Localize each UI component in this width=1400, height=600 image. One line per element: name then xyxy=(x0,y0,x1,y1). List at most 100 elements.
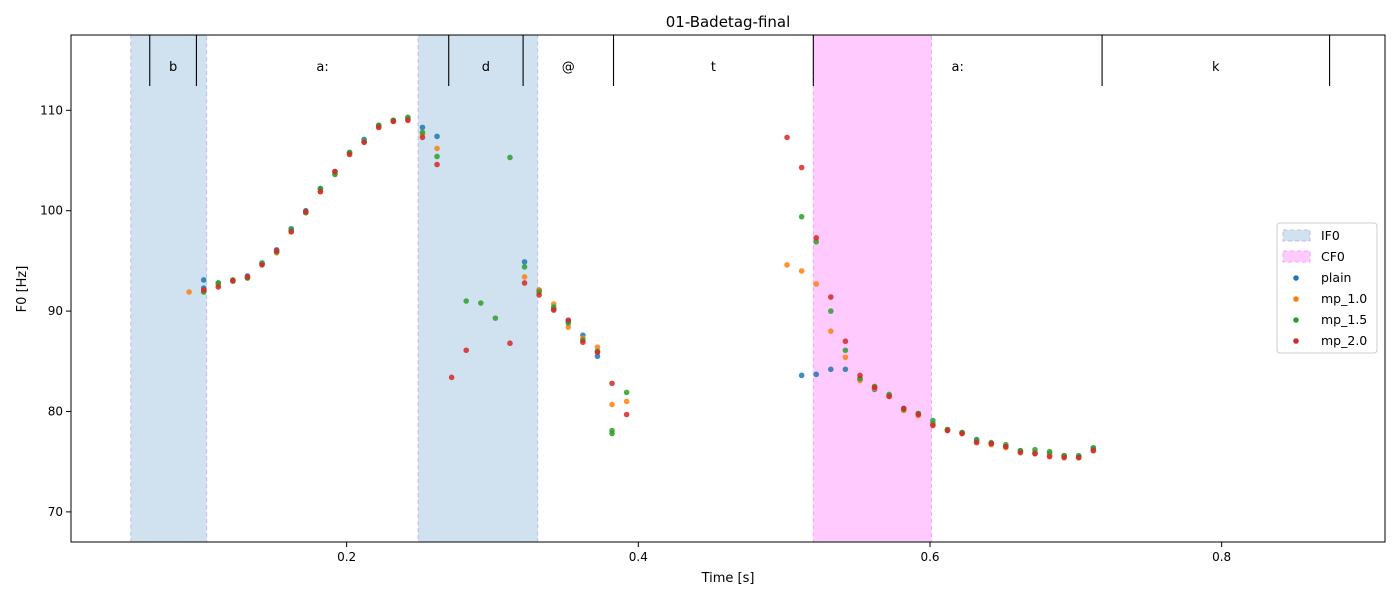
point-mp_1-0 xyxy=(565,324,572,330)
point-mp_2-0 xyxy=(332,168,338,175)
segment-label-6: k xyxy=(1212,60,1220,75)
x-tick-label: 0.2 xyxy=(337,550,356,564)
point-mp_1-5 xyxy=(507,154,513,161)
legend-marker-mp_1-0 xyxy=(1293,296,1299,302)
legend-box xyxy=(1276,222,1378,354)
legend: IF0 CF0 plain mp_1.0 mp_1.5 mp_2.0 xyxy=(1276,222,1378,354)
point-mp_1-5 xyxy=(609,427,615,434)
point-mp_2-0 xyxy=(259,262,265,268)
point-mp_2-0 xyxy=(871,384,878,391)
point-plain xyxy=(842,366,849,373)
point-mp_2-0 xyxy=(784,134,790,141)
point-mp_2-0 xyxy=(1075,454,1082,461)
point-mp_2-0 xyxy=(375,124,382,131)
x-tick-label: 0.4 xyxy=(629,550,648,564)
point-mp_1-0 xyxy=(609,401,615,408)
point-plain xyxy=(419,124,426,131)
y-tick-label: 100 xyxy=(40,204,63,218)
point-mp_2-0 xyxy=(1032,450,1038,457)
point-mp_1-5 xyxy=(492,315,499,321)
point-mp_2-0 xyxy=(215,284,222,290)
point-plain xyxy=(594,353,601,360)
point-mp_1-5 xyxy=(828,308,834,314)
point-mp_2-0 xyxy=(1017,449,1024,456)
point-mp_2-0 xyxy=(609,380,615,387)
point-mp_2-0 xyxy=(346,151,353,158)
point-mp_2-0 xyxy=(930,422,936,429)
point-mp_2-0 xyxy=(302,208,309,215)
point-mp_1-5 xyxy=(1046,448,1053,455)
chart-title: 01-Badetag-final xyxy=(666,13,791,31)
point-mp_1-0 xyxy=(594,344,601,351)
y-tick-label: 70 xyxy=(48,505,63,519)
point-mp_2-0 xyxy=(521,280,528,286)
legend-swatch-cf0 xyxy=(1282,250,1311,263)
point-mp_1-5 xyxy=(434,153,440,160)
point-mp_1-0 xyxy=(434,145,440,152)
point-mp_2-0 xyxy=(580,339,586,346)
point-mp_1-5 xyxy=(798,213,805,220)
segment-layer: b a: d @ t a: k xyxy=(149,35,1331,86)
point-mp_2-0 xyxy=(1046,453,1053,460)
y-tick-label: 110 xyxy=(40,103,63,117)
x-tick-label: 0.8 xyxy=(1212,550,1231,564)
point-mp_2-0 xyxy=(623,411,630,418)
point-mp_2-0 xyxy=(798,164,805,171)
point-mp_2-0 xyxy=(550,307,557,313)
region-layer xyxy=(130,34,932,543)
segment-label-3: @ xyxy=(562,60,575,75)
point-plain xyxy=(434,133,440,140)
point-mp_2-0 xyxy=(273,248,280,254)
point-mp_2-0 xyxy=(900,405,907,412)
y-tick-label: 80 xyxy=(48,404,63,418)
point-mp_1-0 xyxy=(784,262,790,268)
point-mp_1-5 xyxy=(813,239,820,245)
legend-marker-plain xyxy=(1293,275,1299,281)
legend-label: mp_1.0 xyxy=(1321,291,1367,306)
legend-label: IF0 xyxy=(1321,228,1340,243)
point-mp_2-0 xyxy=(230,278,236,284)
point-mp_2-0 xyxy=(944,427,951,434)
segment-label-0: b xyxy=(169,60,177,75)
region-cf0-0 xyxy=(812,34,932,543)
legend-marker-mp_2-0 xyxy=(1293,338,1299,344)
point-mp_2-0 xyxy=(1090,447,1097,454)
point-plain xyxy=(828,366,834,373)
point-plain xyxy=(798,372,805,379)
segment-label-1: a: xyxy=(316,60,328,75)
x-tick-label: 0.6 xyxy=(920,550,939,564)
region-if0-1 xyxy=(417,34,539,543)
segment-label-2: d xyxy=(482,60,490,75)
point-mp_2-0 xyxy=(288,228,295,235)
point-mp_1-0 xyxy=(842,354,849,361)
point-mp_1-0 xyxy=(521,274,528,280)
y-axis: 70 80 90 100 110 xyxy=(40,103,71,519)
plot-frame xyxy=(70,34,1386,543)
legend-label: plain xyxy=(1321,270,1351,285)
point-mp_2-0 xyxy=(915,411,922,418)
point-mp_2-0 xyxy=(1003,443,1009,450)
point-mp_2-0 xyxy=(536,292,542,298)
point-mp_1-5 xyxy=(478,300,484,306)
point-mp_1-5 xyxy=(215,280,222,286)
point-mp_2-0 xyxy=(448,374,455,381)
point-plain xyxy=(200,277,207,283)
point-mp_1-0 xyxy=(813,281,820,287)
point-mp_1-5 xyxy=(842,347,849,354)
point-mp_2-0 xyxy=(390,118,397,125)
point-mp_2-0 xyxy=(419,134,426,141)
point-mp_1-0 xyxy=(798,268,805,274)
point-mp_2-0 xyxy=(959,430,965,437)
point-mp_2-0 xyxy=(507,340,513,347)
legend-swatch-if0 xyxy=(1282,229,1311,242)
point-mp_1-5 xyxy=(419,129,426,136)
point-mp_2-0 xyxy=(200,287,207,293)
segment-label-5: a: xyxy=(952,60,964,75)
legend-marker-mp_1-5 xyxy=(1293,317,1299,323)
point-mp_2-0 xyxy=(1061,454,1067,461)
x-axis-label: Time [s] xyxy=(701,571,755,586)
point-mp_2-0 xyxy=(842,338,849,345)
point-mp_1-5 xyxy=(930,417,936,424)
point-mp_2-0 xyxy=(857,372,863,379)
point-mp_2-0 xyxy=(594,349,601,356)
